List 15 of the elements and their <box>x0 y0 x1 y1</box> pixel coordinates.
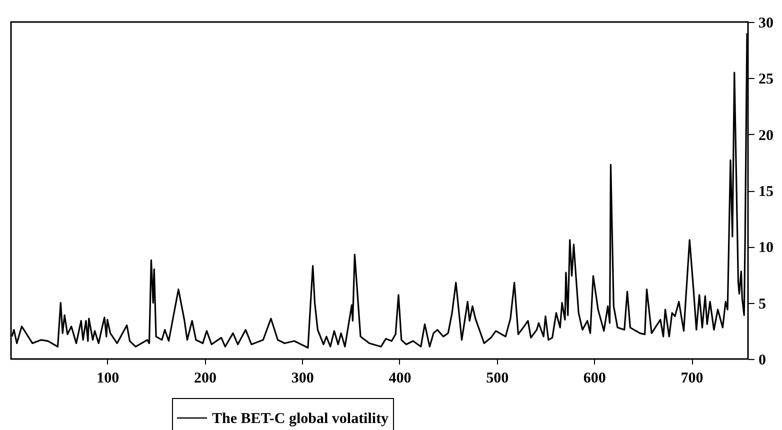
x-tick-label: 500 <box>486 370 509 386</box>
x-tick-label: 300 <box>291 370 314 386</box>
y-tick-label: 10 <box>758 240 774 256</box>
x-tick-label: 200 <box>194 370 216 386</box>
x-tick-label: 100 <box>96 370 120 386</box>
y-tick-label: 30 <box>758 16 774 32</box>
x-tick-label: 400 <box>388 370 412 386</box>
y-tick-label: 25 <box>758 72 774 88</box>
legend-label: The BET-C global volatility <box>212 411 390 427</box>
x-tick-label: 700 <box>680 370 704 386</box>
x-tick-label: 600 <box>583 370 606 386</box>
y-tick-label: 5 <box>758 296 766 312</box>
y-tick-label: 20 <box>758 128 774 144</box>
y-tick-label: 15 <box>758 184 774 200</box>
y-tick-label: 0 <box>758 352 766 368</box>
